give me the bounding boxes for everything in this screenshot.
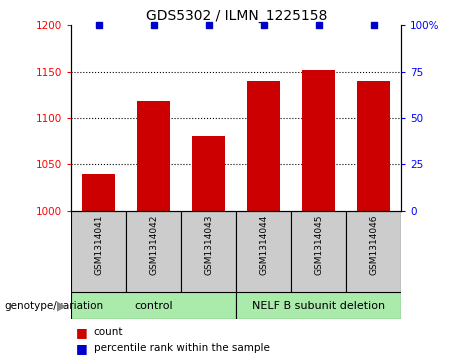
Text: ■: ■ bbox=[76, 342, 88, 355]
Text: control: control bbox=[135, 301, 173, 311]
Text: genotype/variation: genotype/variation bbox=[5, 301, 104, 311]
Text: GSM1314042: GSM1314042 bbox=[149, 215, 159, 275]
Bar bbox=[137, 101, 171, 211]
Text: GSM1314046: GSM1314046 bbox=[369, 215, 378, 275]
Bar bbox=[302, 70, 335, 211]
Bar bbox=[192, 136, 225, 211]
Text: ▶: ▶ bbox=[57, 299, 67, 312]
Text: GSM1314044: GSM1314044 bbox=[259, 215, 268, 275]
Bar bbox=[346, 211, 401, 292]
Bar bbox=[83, 174, 115, 211]
Text: ■: ■ bbox=[76, 326, 88, 339]
Text: percentile rank within the sample: percentile rank within the sample bbox=[94, 343, 270, 354]
Bar bbox=[236, 211, 291, 292]
Text: NELF B subunit deletion: NELF B subunit deletion bbox=[252, 301, 385, 311]
Text: GSM1314043: GSM1314043 bbox=[204, 215, 213, 275]
Bar bbox=[71, 292, 236, 319]
Text: count: count bbox=[94, 327, 123, 337]
Bar bbox=[357, 81, 390, 211]
Bar bbox=[247, 81, 280, 211]
Title: GDS5302 / ILMN_1225158: GDS5302 / ILMN_1225158 bbox=[146, 9, 327, 23]
Bar bbox=[181, 211, 236, 292]
Bar bbox=[71, 211, 126, 292]
Text: GSM1314041: GSM1314041 bbox=[95, 215, 103, 275]
Bar bbox=[236, 292, 401, 319]
Bar bbox=[291, 211, 346, 292]
Text: GSM1314045: GSM1314045 bbox=[314, 215, 323, 275]
Bar bbox=[126, 211, 181, 292]
